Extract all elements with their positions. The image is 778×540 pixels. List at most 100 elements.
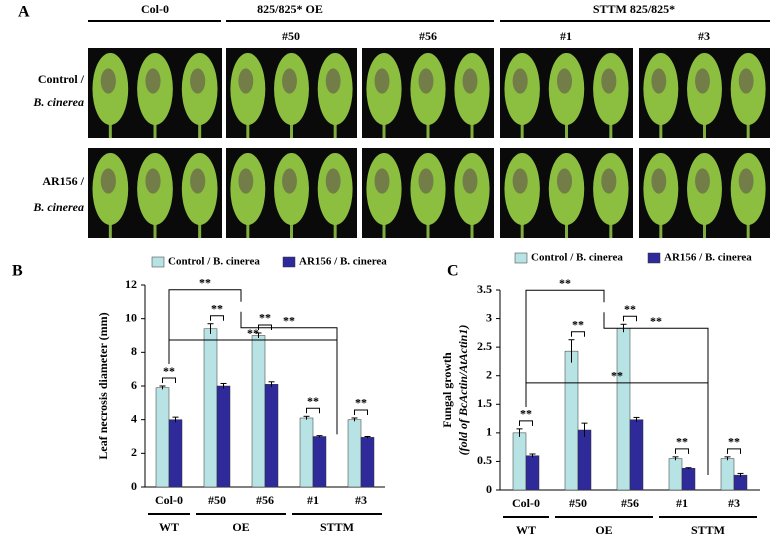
y-tick-label: 2 — [486, 367, 492, 381]
y-axis-title: Fungal growth — [440, 352, 454, 428]
lesion — [282, 68, 297, 94]
lesion — [282, 168, 297, 194]
row-label: AR156 / — [42, 174, 84, 188]
x-tick-label: Col-0 — [512, 496, 540, 510]
x-tick-label: #50 — [208, 493, 226, 507]
bracket — [727, 448, 741, 454]
significance: ** — [624, 302, 636, 316]
x-tick-label: #56 — [256, 493, 274, 507]
bracket — [623, 315, 637, 322]
leaf-photos — [88, 48, 770, 238]
lesion — [238, 68, 254, 94]
legend-swatch — [151, 256, 165, 268]
x-tick-label: #3 — [355, 493, 367, 507]
lesion — [601, 168, 617, 194]
row-label: B. cinerea — [32, 200, 84, 214]
group-label: STTM — [320, 520, 354, 534]
bar — [681, 468, 696, 491]
y-axis-title: Leaf necrosis diameter (mm) — [96, 312, 110, 459]
line-label: #56 — [419, 29, 437, 43]
significance: ** — [611, 369, 623, 383]
bar — [347, 419, 362, 488]
legend-swatch — [282, 256, 296, 268]
bar — [629, 419, 644, 491]
y-tick-label: 1 — [486, 425, 492, 439]
bracket — [162, 377, 176, 383]
bracket — [306, 407, 320, 414]
bar — [525, 455, 540, 491]
lesion — [325, 68, 341, 94]
bar — [203, 328, 218, 488]
bracket — [210, 315, 224, 321]
lesion — [512, 168, 528, 194]
lesion — [374, 68, 390, 94]
lesion — [462, 168, 478, 194]
bar — [251, 335, 266, 488]
bar — [216, 385, 231, 488]
legend-label: Control / B. cinerea — [531, 252, 623, 264]
y-tick-label: 12 — [125, 277, 137, 291]
x-tick-label: #1 — [676, 496, 688, 510]
y-tick-label: 8 — [131, 344, 137, 358]
bar — [360, 437, 375, 488]
y-tick-label: 6 — [131, 378, 137, 392]
lesion — [651, 68, 667, 94]
lesion — [238, 168, 254, 194]
line-label: #3 — [698, 29, 710, 43]
x-tick-label: #3 — [728, 496, 740, 510]
group-label: OE — [232, 520, 249, 534]
y-tick-label: 4 — [131, 411, 137, 425]
panel-label: A — [18, 4, 30, 21]
lesion — [695, 68, 710, 94]
lesion — [462, 68, 478, 94]
lesion — [418, 68, 434, 94]
x-tick-label: #50 — [569, 496, 587, 510]
bar — [616, 328, 631, 491]
significance: ** — [199, 275, 211, 289]
lesion — [695, 168, 710, 194]
bar — [733, 474, 748, 491]
legend-label: AR156 / B. cinerea — [664, 252, 752, 264]
header: Col-0 — [141, 2, 169, 16]
legend-label: AR156 / B. cinerea — [299, 256, 387, 268]
bracket — [354, 409, 368, 415]
bar — [564, 350, 579, 491]
significance: ** — [307, 394, 319, 408]
lesion — [651, 168, 667, 194]
y-tick-label: 3 — [486, 310, 492, 324]
bracket — [571, 331, 585, 337]
significance: ** — [520, 407, 532, 421]
lesion — [512, 68, 528, 94]
lesion — [325, 168, 341, 194]
y-tick-label: 1.5 — [477, 396, 492, 410]
y-tick-label: 0.5 — [477, 453, 492, 467]
header: 825/825* OE — [257, 2, 323, 16]
line-label: #1 — [560, 29, 572, 43]
legend-label: Control / B. cinerea — [168, 256, 260, 268]
lesion — [418, 168, 434, 194]
group-label: WT — [159, 520, 179, 534]
bar — [512, 432, 527, 491]
bar — [312, 436, 327, 488]
y-tick-label: 0 — [131, 479, 137, 493]
group-bracket — [603, 312, 709, 475]
lesion — [601, 68, 617, 94]
significance: ** — [163, 364, 175, 378]
significance: ** — [572, 317, 584, 331]
significance: ** — [650, 314, 662, 328]
y-tick-label: 0 — [486, 482, 492, 496]
significance: ** — [355, 396, 367, 410]
group-bracket — [168, 289, 242, 364]
bar — [155, 387, 170, 488]
group-label: OE — [595, 523, 612, 537]
significance: ** — [283, 313, 295, 327]
legend-swatch — [514, 252, 528, 264]
lesion — [374, 168, 390, 194]
x-tick-label: #1 — [307, 493, 319, 507]
group-label: STTM — [691, 523, 725, 537]
significance: ** — [247, 326, 259, 340]
y-tick-label: 2.5 — [477, 339, 492, 353]
y-axis-title: (fold of BcActin/AtActin1) — [456, 325, 470, 456]
x-tick-label: Col-0 — [155, 493, 183, 507]
